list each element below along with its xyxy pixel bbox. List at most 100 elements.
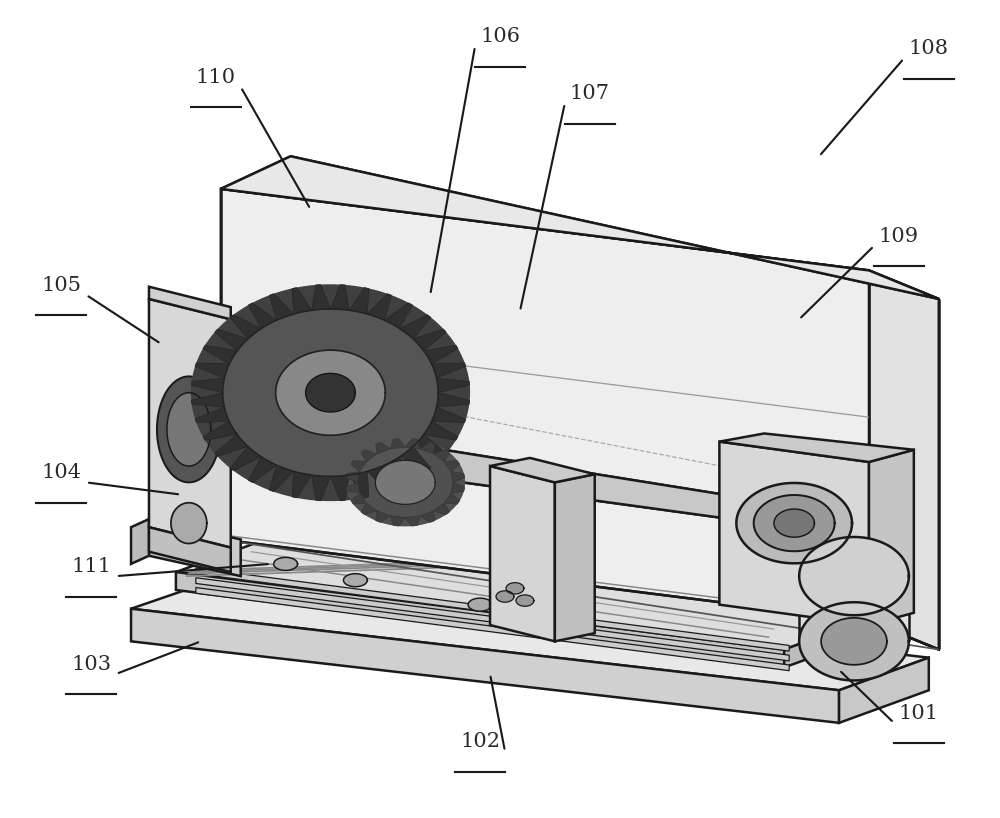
Polygon shape xyxy=(306,373,355,412)
Polygon shape xyxy=(330,475,349,501)
Polygon shape xyxy=(131,576,929,690)
Polygon shape xyxy=(269,294,294,321)
Polygon shape xyxy=(312,475,330,501)
Polygon shape xyxy=(390,438,405,449)
Polygon shape xyxy=(248,303,277,329)
Polygon shape xyxy=(131,519,149,564)
Polygon shape xyxy=(444,461,460,471)
Polygon shape xyxy=(223,309,438,476)
Polygon shape xyxy=(376,443,390,454)
Polygon shape xyxy=(390,516,405,526)
Polygon shape xyxy=(468,598,492,611)
Polygon shape xyxy=(292,287,312,314)
Polygon shape xyxy=(433,450,450,461)
Polygon shape xyxy=(230,447,261,470)
Text: 106: 106 xyxy=(480,27,520,47)
Polygon shape xyxy=(203,421,237,440)
Polygon shape xyxy=(413,434,446,456)
Polygon shape xyxy=(345,438,465,527)
Text: 102: 102 xyxy=(460,732,500,752)
Polygon shape xyxy=(437,378,470,393)
Polygon shape xyxy=(346,471,360,483)
Polygon shape xyxy=(799,537,909,615)
Polygon shape xyxy=(176,539,874,649)
Polygon shape xyxy=(215,434,248,456)
Text: 110: 110 xyxy=(196,68,236,87)
Polygon shape xyxy=(754,495,835,551)
Polygon shape xyxy=(869,271,939,649)
Polygon shape xyxy=(405,438,420,449)
Polygon shape xyxy=(351,493,367,504)
Polygon shape xyxy=(274,557,298,570)
Polygon shape xyxy=(269,465,294,492)
Polygon shape xyxy=(191,378,224,393)
Polygon shape xyxy=(367,465,392,492)
Polygon shape xyxy=(869,450,914,625)
Polygon shape xyxy=(424,421,458,440)
Polygon shape xyxy=(405,516,420,526)
Polygon shape xyxy=(221,156,939,299)
Polygon shape xyxy=(444,493,460,504)
Polygon shape xyxy=(799,602,909,681)
Polygon shape xyxy=(149,287,231,319)
Polygon shape xyxy=(230,315,261,339)
Polygon shape xyxy=(312,285,330,310)
Polygon shape xyxy=(719,442,869,625)
Text: 101: 101 xyxy=(899,703,939,723)
Text: 109: 109 xyxy=(879,227,919,246)
Polygon shape xyxy=(248,456,277,483)
Polygon shape xyxy=(131,609,839,723)
Polygon shape xyxy=(149,528,231,572)
Polygon shape xyxy=(292,471,312,498)
Polygon shape xyxy=(191,393,224,407)
Polygon shape xyxy=(413,329,446,351)
Polygon shape xyxy=(349,287,369,314)
Polygon shape xyxy=(157,376,221,483)
Polygon shape xyxy=(196,568,789,651)
Polygon shape xyxy=(516,595,534,606)
Polygon shape xyxy=(496,591,514,602)
Text: 103: 103 xyxy=(71,655,111,674)
Polygon shape xyxy=(451,471,465,483)
Polygon shape xyxy=(171,503,207,543)
Polygon shape xyxy=(346,483,360,493)
Polygon shape xyxy=(330,285,349,310)
Polygon shape xyxy=(215,329,248,351)
Polygon shape xyxy=(420,511,435,523)
Polygon shape xyxy=(839,658,929,723)
Polygon shape xyxy=(367,294,392,321)
Polygon shape xyxy=(221,189,869,621)
Polygon shape xyxy=(490,458,595,483)
Polygon shape xyxy=(203,345,237,364)
Polygon shape xyxy=(351,461,367,471)
Polygon shape xyxy=(400,315,431,339)
Polygon shape xyxy=(506,582,524,594)
Text: 111: 111 xyxy=(71,557,111,576)
Polygon shape xyxy=(176,572,784,667)
Polygon shape xyxy=(400,447,431,470)
Polygon shape xyxy=(375,461,435,505)
Polygon shape xyxy=(784,617,874,667)
Polygon shape xyxy=(774,509,814,537)
Text: 108: 108 xyxy=(909,39,949,58)
Polygon shape xyxy=(555,474,595,641)
Polygon shape xyxy=(719,434,914,462)
Polygon shape xyxy=(361,450,377,461)
Polygon shape xyxy=(189,409,809,530)
Polygon shape xyxy=(490,466,555,641)
Polygon shape xyxy=(821,618,887,665)
Polygon shape xyxy=(384,303,413,329)
Polygon shape xyxy=(149,519,241,576)
Polygon shape xyxy=(195,363,229,378)
Polygon shape xyxy=(195,407,229,423)
Text: 104: 104 xyxy=(41,463,81,483)
Polygon shape xyxy=(384,456,413,483)
Polygon shape xyxy=(349,471,369,498)
Polygon shape xyxy=(432,363,466,378)
Polygon shape xyxy=(437,393,470,407)
Polygon shape xyxy=(433,503,450,515)
Text: 107: 107 xyxy=(570,84,610,103)
Polygon shape xyxy=(361,503,377,515)
Polygon shape xyxy=(736,483,852,564)
Polygon shape xyxy=(451,483,465,493)
